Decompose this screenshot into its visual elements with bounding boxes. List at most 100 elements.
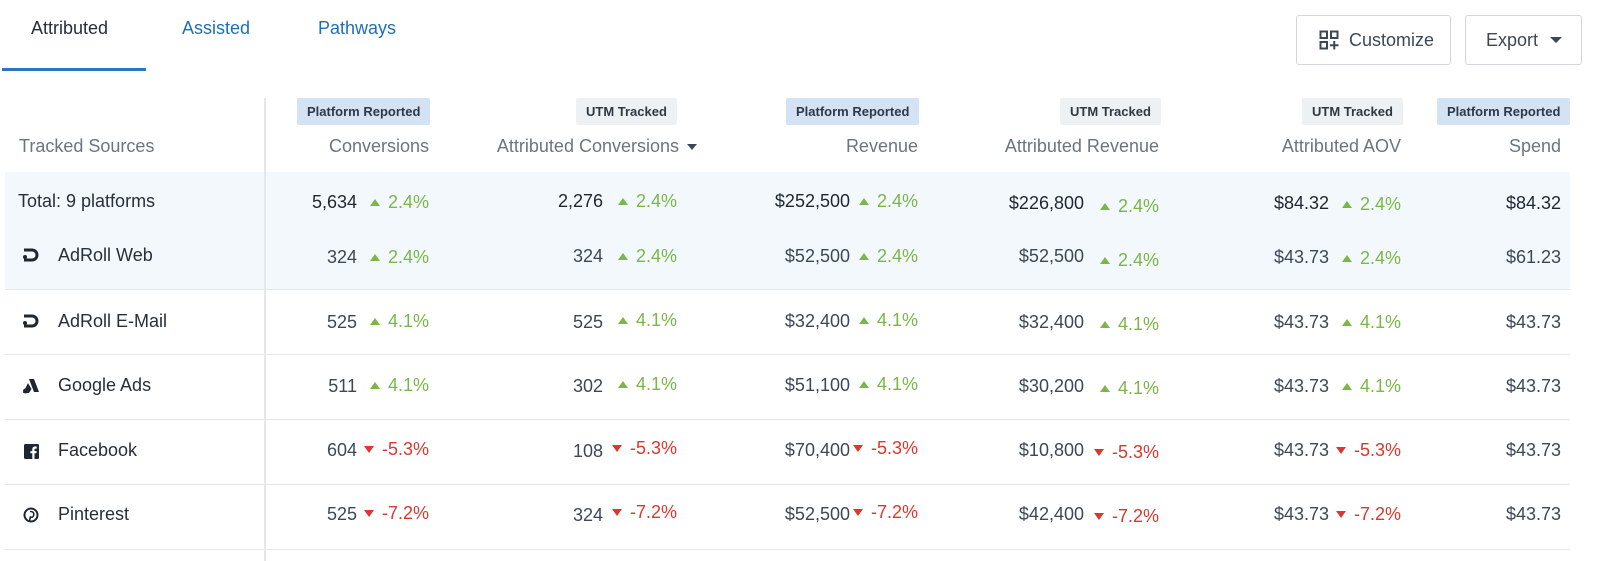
trend-down-icon [363, 510, 374, 517]
row-conversions: 525 [326, 504, 357, 524]
source-name[interactable]: Google Ads [58, 375, 152, 395]
header-revenue[interactable]: Revenue [845, 136, 918, 156]
row-attributed-revenue: $10,800 [1018, 440, 1084, 460]
source-name[interactable]: Pinterest [58, 504, 130, 524]
trend-up-icon [1099, 257, 1110, 264]
trend-down-icon [363, 446, 374, 453]
badge-platform-reported: Platform Reported [297, 98, 431, 125]
row-attributed-conversions-change: -5.3% [611, 438, 677, 459]
tab-attributed[interactable]: Attributed [31, 18, 109, 38]
row-revenue: $52,500 [784, 504, 850, 524]
row-revenue-change: 4.1% [858, 310, 918, 331]
trend-up-icon [1341, 201, 1352, 208]
trend-up-icon [1341, 383, 1352, 390]
header-attributed-conversions-label: Attributed Conversions [496, 136, 679, 156]
badge-platform-reported: Platform Reported [1437, 98, 1571, 125]
trend-up-icon [858, 198, 869, 205]
tab-assisted[interactable]: Assisted [182, 18, 251, 38]
trend-up-icon [369, 199, 380, 206]
row-attributed-aov: $43.73 [1273, 312, 1329, 332]
row-attributed-revenue: $42,400 [1018, 504, 1084, 524]
trend-up-icon [617, 253, 628, 260]
total-attributed-aov: $84.32 [1273, 193, 1329, 213]
row-conversions: 511 [328, 376, 357, 396]
row-revenue-change: 4.1% [858, 374, 918, 395]
customize-button[interactable]: Customize [1296, 15, 1451, 65]
header-attributed-aov[interactable]: Attributed AOV [1281, 136, 1401, 156]
header-spend[interactable]: Spend [1508, 136, 1561, 156]
row-attributed-aov-change: 4.1% [1341, 376, 1401, 397]
trend-down-icon [611, 509, 622, 516]
row-conversions: 525 [326, 312, 357, 332]
row-conversions-change: 4.1% [369, 375, 429, 396]
row-attributed-conversions: 324 [572, 505, 603, 525]
highlighted-rows-bg [5, 172, 1570, 289]
row-attributed-aov-change: -5.3% [1335, 440, 1401, 461]
header-tracked-sources: Tracked Sources [19, 136, 155, 156]
view-tabs: Attributed Assisted Pathways [0, 0, 460, 72]
sort-desc-icon [687, 144, 697, 151]
row-attributed-conversions: 324 [572, 246, 603, 266]
total-attributed-conversions: 2,276 [557, 191, 603, 211]
trend-up-icon [858, 253, 869, 260]
row-revenue-change: -7.2% [852, 502, 918, 523]
caret-down-icon [1550, 37, 1563, 43]
row-attributed-revenue: $52,500 [1018, 246, 1084, 266]
row-revenue-change: 2.4% [858, 246, 918, 267]
trend-up-icon [369, 382, 380, 389]
trend-up-icon [617, 198, 628, 205]
row-divider [5, 484, 1570, 485]
row-conversions-change: -5.3% [363, 439, 429, 460]
trend-down-icon [611, 445, 622, 452]
total-spend: $84.32 [1505, 193, 1561, 213]
row-revenue: $52,500 [784, 246, 850, 266]
row-attributed-aov-change: 2.4% [1341, 248, 1401, 269]
export-button[interactable]: Export [1465, 15, 1582, 65]
row-attributed-revenue: $30,200 [1018, 376, 1084, 396]
source-name[interactable]: AdRoll Web [58, 245, 153, 265]
total-attributed-revenue-change: 2.4% [1099, 196, 1159, 217]
header-conversions[interactable]: Conversions [328, 136, 429, 156]
row-divider [5, 289, 1570, 290]
badge-utm-tracked: UTM Tracked [576, 98, 677, 125]
total-attributed-revenue: $226,800 [1008, 193, 1084, 213]
trend-up-icon [1341, 319, 1352, 326]
row-attributed-aov: $43.73 [1273, 376, 1329, 396]
row-attributed-conversions: 302 [572, 376, 603, 396]
row-attributed-aov: $43.73 [1273, 504, 1329, 524]
trend-up-icon [617, 381, 628, 388]
trend-down-icon [1093, 513, 1104, 520]
pinterest-icon [22, 506, 40, 524]
badge-utm-tracked: UTM Tracked [1302, 98, 1403, 125]
trend-up-icon [1099, 203, 1110, 210]
row-attributed-conversions-change: 4.1% [617, 374, 677, 395]
trend-up-icon [858, 381, 869, 388]
tab-pathways[interactable]: Pathways [318, 18, 397, 38]
total-conversions: 5,634 [311, 192, 357, 212]
row-spend: $61.23 [1505, 247, 1561, 267]
row-spend: $43.73 [1505, 376, 1561, 396]
trend-up-icon [369, 254, 380, 261]
header-attributed-revenue[interactable]: Attributed Revenue [1004, 136, 1159, 156]
total-attributed-conversions-change: 2.4% [617, 191, 677, 212]
row-attributed-revenue-change: 4.1% [1099, 378, 1159, 399]
total-revenue-change: 2.4% [858, 191, 918, 212]
row-spend: $43.73 [1505, 440, 1561, 460]
grid-add-icon [1319, 30, 1339, 50]
trend-up-icon [858, 317, 869, 324]
row-attributed-revenue-change: -7.2% [1093, 506, 1159, 527]
row-attributed-aov: $43.73 [1273, 247, 1329, 267]
row-attributed-aov: $43.73 [1273, 440, 1329, 460]
trend-up-icon [1099, 321, 1110, 328]
trend-down-icon [1335, 447, 1346, 454]
header-attributed-conversions[interactable]: Attributed Conversions [497, 136, 697, 157]
total-revenue: $252,500 [774, 191, 850, 211]
active-tab-indicator [2, 68, 146, 71]
badge-platform-reported: Platform Reported [786, 98, 920, 125]
row-attributed-revenue-change: -5.3% [1093, 442, 1159, 463]
source-name[interactable]: Facebook [58, 440, 138, 460]
row-conversions: 324 [326, 247, 357, 267]
row-revenue: $32,400 [784, 311, 850, 331]
source-name[interactable]: AdRoll E-Mail [58, 311, 168, 331]
trend-up-icon [1099, 385, 1110, 392]
